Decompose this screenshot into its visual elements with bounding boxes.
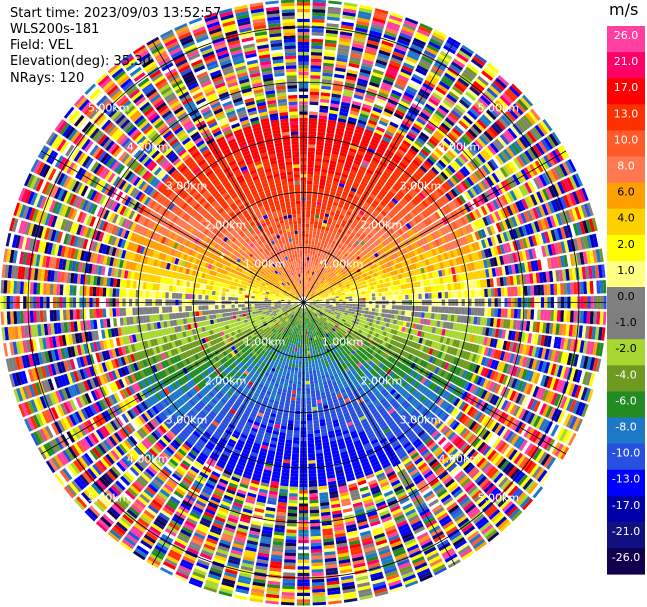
colorbar-segment — [607, 443, 645, 471]
colorbar-segment — [607, 78, 645, 105]
colorbar-tick-label: 17.0 — [614, 81, 639, 94]
colorbar-tick-label: 4.0 — [617, 212, 635, 225]
range-ring-label: 1.00km — [322, 336, 364, 349]
colorbar-tick-label: -13.0 — [612, 473, 640, 486]
colorbar-tick-label: 1.0 — [617, 264, 635, 277]
colorbar-tick-label: -10.0 — [612, 447, 640, 460]
colorbar-tick-label: -6.0 — [615, 394, 636, 407]
colorbar-segment — [607, 130, 645, 157]
colorbar-segment — [607, 417, 645, 445]
colorbar-segment — [607, 495, 645, 523]
colorbar-tick-label: -30.0 — [612, 577, 640, 590]
range-ring-label: 2.00km — [205, 374, 247, 387]
colorbar-tick-label: -21.0 — [612, 525, 640, 538]
colorbar-tick-label: 21.0 — [614, 55, 639, 68]
nrays-label: NRays: 120 — [10, 71, 85, 86]
colorbar-tick-label: 0.0 — [617, 290, 635, 303]
range-ring-label: 4.00km — [127, 141, 169, 154]
colorbar-tick-label: -2.0 — [615, 342, 636, 355]
colorbar-segment — [607, 26, 645, 53]
range-rings — [0, 0, 607, 606]
range-ring-label: 3.00km — [166, 413, 208, 426]
colorbar-segment — [607, 182, 645, 210]
colorbar: 26.0 21.0 17.0 13.0 10.0 8.0 6.0 4.0 2.0 1.0 0.0 -1… — [607, 26, 645, 590]
range-ring-label: 1.00km — [244, 336, 286, 349]
colorbar-tick-label: 13.0 — [614, 107, 639, 120]
colorbar-tick-label: -26.0 — [612, 551, 640, 564]
azimuth-spoke — [151, 39, 456, 566]
colorbar-unit-label: m/s — [609, 0, 639, 19]
colorbar-segment — [607, 339, 645, 366]
colorbar-tick-label: 10.0 — [614, 133, 639, 146]
field-label: Field: VEL — [10, 38, 73, 53]
colorbar-segment — [607, 52, 645, 79]
range-ring-label: 1.00km — [322, 258, 364, 271]
colorbar-tick-label: 8.0 — [617, 160, 635, 173]
colorbar-tick-label: 6.0 — [617, 186, 635, 199]
colorbar-segment — [607, 287, 645, 314]
elevation-label: Elevation(deg): 35.30 — [10, 54, 151, 69]
colorbar-segment — [607, 391, 645, 418]
colorbar-tick-label: 26.0 — [614, 29, 639, 42]
device-label: WLS200s-181 — [10, 22, 100, 37]
colorbar-tick-label: -17.0 — [612, 499, 640, 512]
colorbar-segment — [607, 548, 645, 575]
colorbar-segment — [607, 521, 645, 549]
range-ring-label: 2.00km — [361, 374, 403, 387]
start-time-label: Start time: 2023/09/03 13:52:57 — [10, 6, 222, 21]
colorbar-tick-label: -1.0 — [615, 316, 636, 329]
range-ring-label: 5.00km — [88, 102, 130, 115]
range-ring-label: 2.00km — [205, 219, 247, 232]
colorbar-segment — [607, 365, 645, 392]
range-ring-label: 4.00km — [439, 141, 481, 154]
range-ring-label: 3.00km — [400, 413, 442, 426]
colorbar-segment — [607, 313, 645, 340]
colorbar-segment — [607, 156, 645, 184]
colorbar-tick-label: -4.0 — [615, 368, 636, 381]
colorbar-segment — [607, 260, 645, 288]
colorbar-segment — [607, 104, 645, 131]
range-ring-label: 2.00km — [361, 219, 403, 232]
range-ring-label: 4.00km — [127, 452, 169, 465]
colorbar-segment — [607, 208, 645, 236]
range-ring-label: 3.00km — [400, 180, 442, 193]
colorbar-segment — [607, 469, 645, 497]
range-ring-label: 5.00km — [478, 491, 520, 504]
range-ring-label: 5.00km — [478, 102, 520, 115]
colorbar-tick-label: 2.0 — [617, 238, 635, 251]
range-ring-label: 3.00km — [166, 180, 208, 193]
ppi-plot: 1.00km 1.00km 1.00km 1.00km 2.00km 2.00km 2.00… — [0, 0, 607, 606]
range-ring-label: 5.00km — [88, 491, 130, 504]
range-ring-labels: 1.00km 1.00km 1.00km 1.00km 2.00km 2.00km 2.00… — [88, 102, 519, 505]
colorbar-tick-label: -8.0 — [615, 421, 636, 434]
range-ring-label: 4.00km — [439, 452, 481, 465]
colorbar-segment — [607, 234, 645, 262]
range-ring-label: 1.00km — [244, 258, 286, 271]
